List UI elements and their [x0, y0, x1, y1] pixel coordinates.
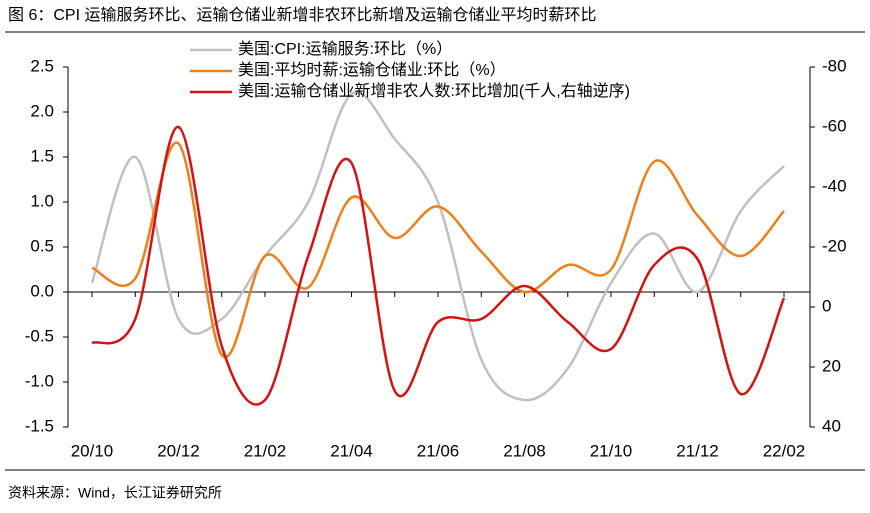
series-line — [91, 125, 786, 406]
legend-label: 美国:运输仓储业新增非农人数:环比增加(千人,右轴逆序) — [238, 82, 630, 100]
x-tick-label: 21/08 — [503, 441, 546, 460]
y-tick-label: 2.5 — [30, 56, 54, 75]
y-tick-label: 0.0 — [30, 281, 54, 300]
x-tick-label: 21/04 — [330, 441, 373, 460]
y-tick-label: 0.5 — [30, 236, 54, 255]
y2-tick-label: 0 — [822, 296, 831, 315]
legend-label: 美国:CPI:运输服务:环比（%） — [238, 40, 452, 58]
x-tick-label: 21/10 — [590, 441, 633, 460]
y2-tick-label: 40 — [822, 416, 841, 435]
y-tick-label: 1.5 — [30, 146, 54, 165]
y2-tick-label: -40 — [822, 176, 847, 195]
y-tick-label: 1.0 — [30, 191, 54, 210]
series-line — [91, 141, 785, 359]
x-tick-label: 21/12 — [676, 441, 719, 460]
y-tick-label: -0.5 — [25, 326, 54, 345]
x-tick-label: 21/02 — [244, 441, 287, 460]
y2-tick-label: -60 — [822, 116, 847, 135]
chart-title: 图 6：CPI 运输服务环比、运输仓储业新增非农环比新增及运输仓储业平均时薪环比 — [8, 6, 596, 24]
x-tick-label: 20/10 — [71, 441, 114, 460]
x-tick-label: 22/02 — [763, 441, 806, 460]
y-tick-label: -1.5 — [25, 416, 54, 435]
y2-tick-label: 20 — [822, 356, 841, 375]
legend-label: 美国:平均时薪:运输仓储业:环比（%） — [238, 61, 506, 79]
y2-tick-label: -80 — [822, 56, 847, 75]
x-tick-label: 20/12 — [157, 441, 200, 460]
series-line — [90, 90, 785, 402]
x-tick-label: 21/06 — [417, 441, 460, 460]
y-tick-label: 2.0 — [30, 101, 54, 120]
y-tick-label: -1.0 — [25, 371, 54, 390]
y2-tick-label: -20 — [822, 236, 847, 255]
source: 资料来源：Wind，长江证券研究所 — [8, 485, 222, 501]
